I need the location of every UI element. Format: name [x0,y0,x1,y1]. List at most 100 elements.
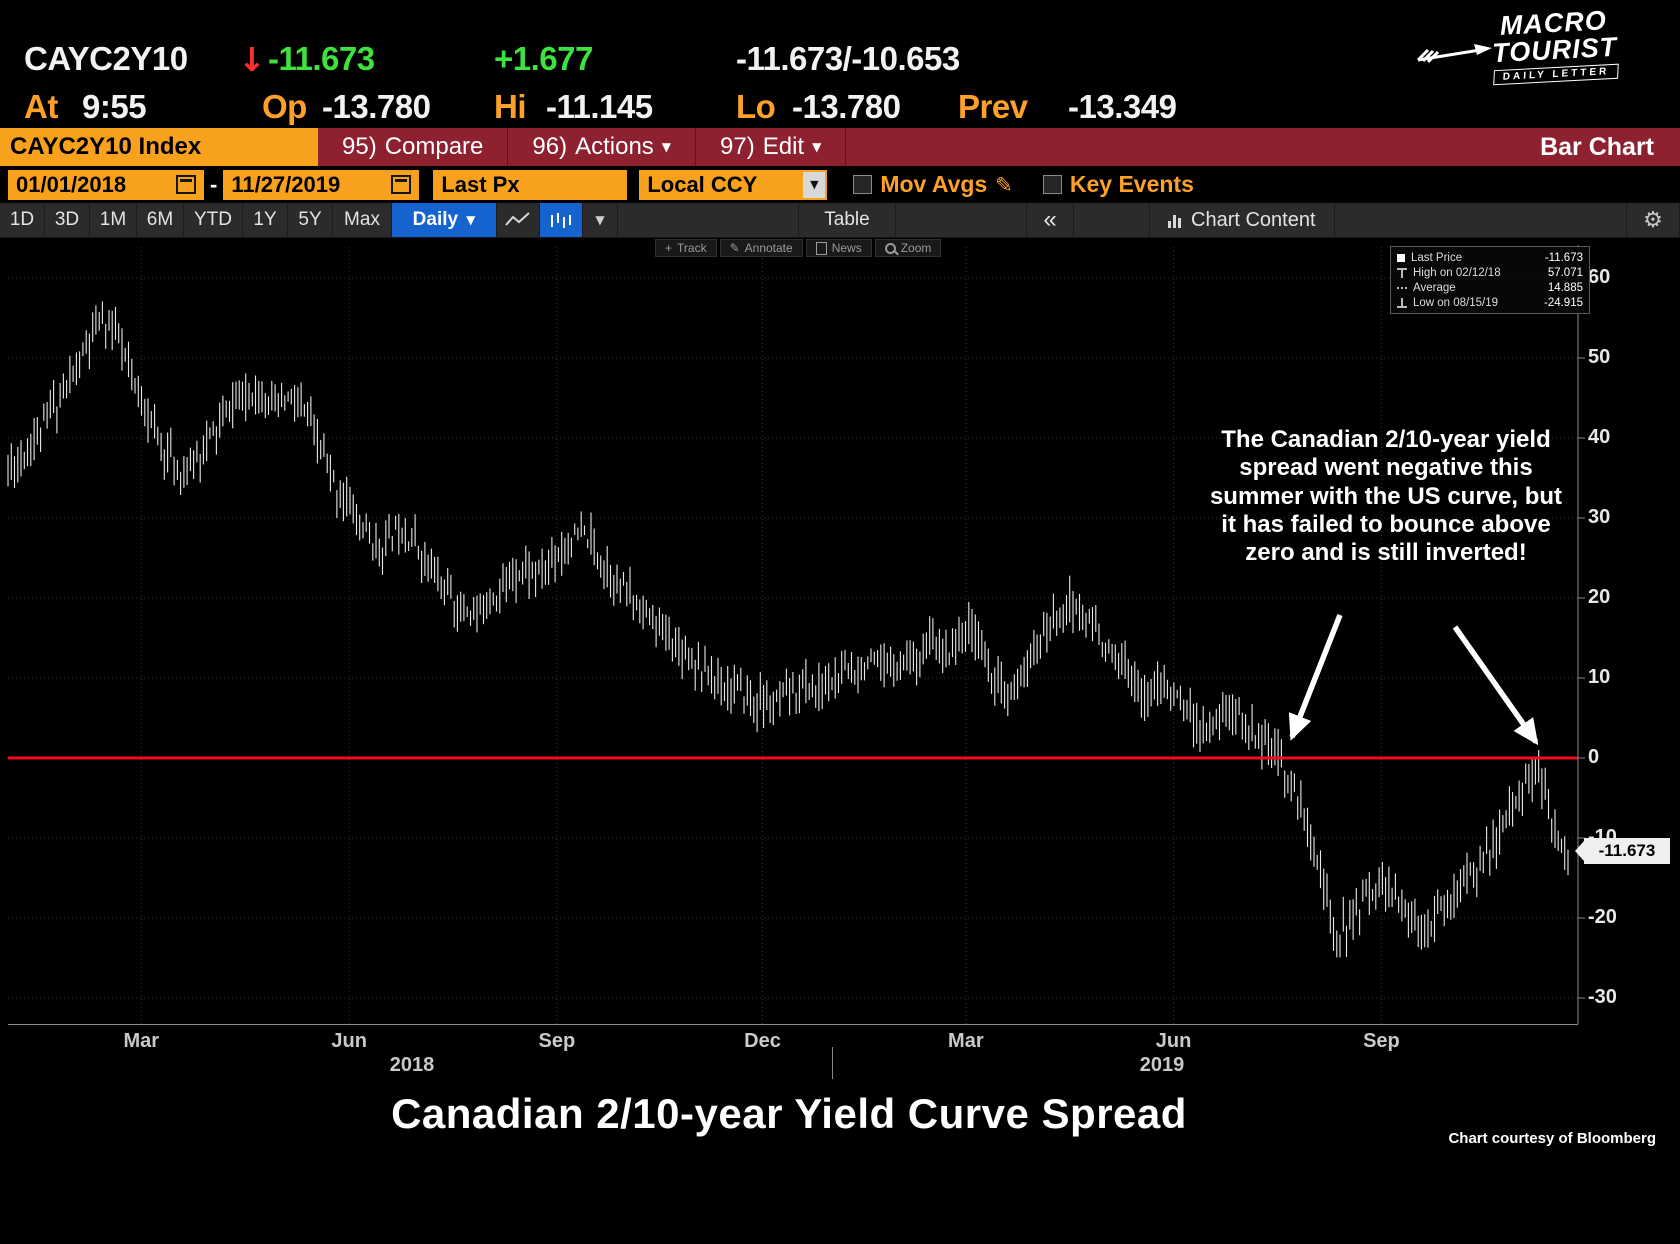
chart-content-label: Chart Content [1191,208,1316,231]
compare-label: Compare [384,133,484,160]
period-1d-button[interactable]: 1D [0,203,45,237]
legend-value: -24.915 [1543,296,1583,309]
x-axis-month-label: Mar [123,1030,160,1052]
price-type-field[interactable]: Last Px [433,169,628,200]
ticker: CAYC2Y10 [24,40,188,77]
date-from-field[interactable]: 01/01/2018 [8,169,204,200]
edit-shortcut: 97) [720,133,755,160]
actions-shortcut: 96) [532,133,568,160]
net-change: +1.677 [494,40,593,77]
period-ytd-button[interactable]: YTD [184,203,243,237]
quote-header: CAYC2Y10 ↓ -11.673 +1.677 -11.673/-10.65… [0,0,1680,128]
annotate-label: Annotate [744,241,793,255]
zoom-button[interactable]: Zoom [874,239,942,257]
bar-chart-type-button[interactable] [540,203,583,237]
compare-shortcut: 95) [342,133,377,160]
compare-menu[interactable]: 95) Compare [318,128,509,166]
date-to-field[interactable]: 11/27/2019 [223,169,420,200]
chart-legend: Last Price -11.673 High on 02/12/18 57.0… [1390,246,1590,314]
news-icon [815,241,827,255]
legend-label: Low on 08/15/19 [1413,296,1499,309]
period-max-button[interactable]: Max [333,203,392,237]
y-axis-label: -30 [1588,986,1617,1008]
frequency-select[interactable]: Daily ▼ [392,203,497,237]
high-label: Hi [494,88,527,125]
period-1y-button[interactable]: 1Y [243,203,288,237]
chart-mini-toolbar: + Track ✎ Annotate News Zoom [655,239,942,257]
date-to-value: 11/27/2019 [231,171,341,197]
chart-type-label: Bar Chart [1540,132,1654,161]
average-marker-icon [1397,286,1407,289]
currency-select[interactable]: Local CCY ▼ [639,169,828,200]
last-price: -11.673 [268,40,375,77]
mov-avgs-checkbox[interactable] [853,175,873,194]
security-text: CAYC2Y10 Index [10,133,202,160]
calendar-icon[interactable] [391,175,412,194]
chart-annotation-text: The Canadian 2/10-year yield spread went… [1209,426,1563,567]
quote-time: 9:55 [82,88,147,125]
table-button[interactable]: Table [798,203,896,237]
controls-row: 01/01/2018 - 11/27/2019 Last Px Local CC… [0,166,1680,203]
chevron-down-icon: ▼ [466,213,476,227]
down-arrow-icon: ↓ [238,40,266,79]
security-field[interactable]: CAYC2Y10 Index [0,128,318,166]
x-axis-year-label: 2018 [389,1054,435,1076]
period-6m-button[interactable]: 6M [137,203,184,237]
x-axis-month-label: Mar [948,1030,984,1052]
line-chart-type-button[interactable] [497,203,540,237]
calendar-icon[interactable] [176,175,196,194]
gear-icon[interactable]: ⚙ [1626,203,1680,237]
x-axis-month-label: Jun [331,1030,367,1052]
actions-label: Actions [575,133,654,160]
legend-row-low: Low on 08/15/19 -24.915 [1397,295,1583,310]
x-axis-month-label: Sep [1363,1030,1400,1052]
period-1m-button[interactable]: 1M [90,203,137,237]
legend-label: High on 02/12/18 [1413,266,1501,279]
chart-content-button[interactable]: Chart Content [1149,203,1335,237]
bar-chart-icon [551,213,571,228]
at-label: At [24,88,58,125]
prev-value: -13.349 [1068,88,1177,125]
low-value: -13.780 [792,88,901,125]
currency-value: Local CCY [647,171,758,197]
chart-plot[interactable] [0,237,1680,1025]
annotate-button[interactable]: ✎ Annotate [719,239,803,257]
zoom-label: Zoom [900,241,932,255]
low-label: Lo [736,88,776,125]
last-price-tag: -11.673 [1575,838,1670,864]
logo-arrow-icon [1416,44,1492,64]
period-3d-button[interactable]: 3D [45,203,90,237]
chevron-down-icon: ▼ [812,140,822,154]
chevron-down-icon[interactable]: ▼ [803,171,826,198]
year-divider-line [832,1047,833,1079]
actions-menu[interactable]: 96) Actions ▼ [508,128,697,166]
track-button[interactable]: + Track [655,239,717,257]
x-axis-month-label: Jun [1155,1030,1192,1052]
y-axis-label: 30 [1588,506,1611,528]
legend-row-last-price: Last Price -11.673 [1397,250,1583,265]
chart-toolbar: 1D 3D 1M 6M YTD 1Y 5Y Max Daily ▼ ▼ Tabl… [0,203,1680,238]
magnifier-icon [884,242,896,254]
legend-row-average: Average 14.885 [1397,280,1583,295]
edit-menu[interactable]: 97) Edit ▼ [696,128,847,166]
y-axis-label: 40 [1588,426,1611,448]
pencil-icon: ✎ [729,241,740,255]
period-5y-button[interactable]: 5Y [288,203,333,237]
news-label: News [831,241,862,255]
collapse-panel-button[interactable]: « [1026,203,1074,237]
news-button[interactable]: News [805,239,872,257]
track-icon: + [665,241,673,255]
open-label: Op [262,88,307,125]
chevron-down-icon: ▼ [661,140,672,154]
x-axis-month-label: Sep [538,1030,576,1052]
y-axis-label: 10 [1588,666,1611,688]
date-from-value: 01/01/2018 [16,171,127,197]
pencil-icon[interactable]: ✎ [995,172,1013,197]
legend-label: Average [1413,281,1456,294]
high-value: -11.145 [546,88,653,125]
key-events-checkbox[interactable] [1042,175,1062,194]
chart-type-dropdown[interactable]: ▼ [583,203,618,237]
bid-ask: -11.673/-10.653 [736,40,960,77]
y-axis-label: 50 [1588,346,1611,368]
